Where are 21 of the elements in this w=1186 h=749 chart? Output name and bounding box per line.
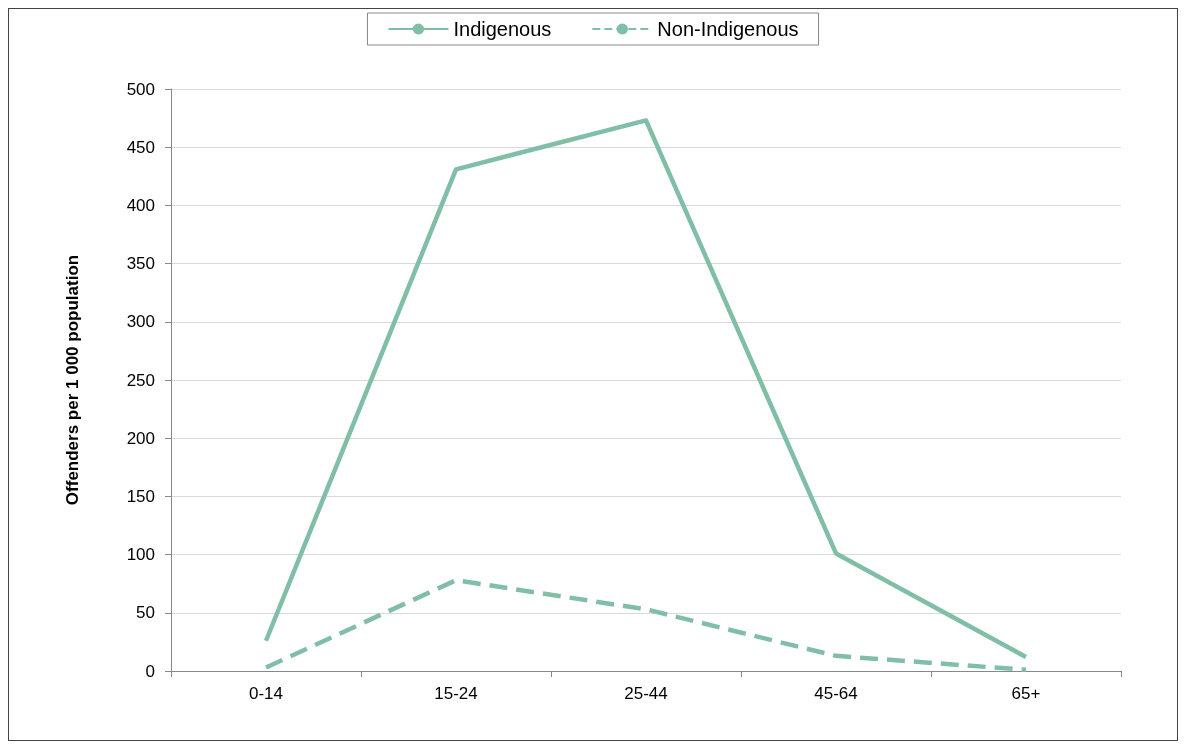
- y-tick-label: 450: [126, 137, 155, 157]
- y-tick-label: 0: [145, 661, 155, 681]
- x-tick-label: 45-64: [814, 684, 858, 703]
- y-tick-label: 400: [126, 195, 155, 215]
- x-tick-label: 25-44: [624, 684, 668, 703]
- x-tick-label: 65+: [1011, 684, 1041, 703]
- legend-label: Indigenous: [453, 18, 552, 40]
- y-tick-label: 300: [126, 312, 155, 332]
- line-series: [263, 577, 1029, 673]
- line-series: [263, 118, 1029, 660]
- y-tick-label: 500: [126, 79, 155, 99]
- y-tick-label: 350: [126, 254, 155, 274]
- y-axis-title: Offenders per 1 000 population: [63, 254, 82, 506]
- x-tick-label: 15-24: [434, 684, 478, 703]
- legend-label: Non-Indigenous: [657, 18, 799, 40]
- x-tick-label: 0-14: [248, 684, 284, 703]
- y-tick-label: 50: [136, 603, 155, 623]
- y-tick-label: 150: [126, 486, 155, 506]
- y-tick-label: 200: [126, 428, 155, 448]
- y-tick-label: 100: [126, 545, 155, 565]
- y-tick-label: 250: [126, 370, 155, 390]
